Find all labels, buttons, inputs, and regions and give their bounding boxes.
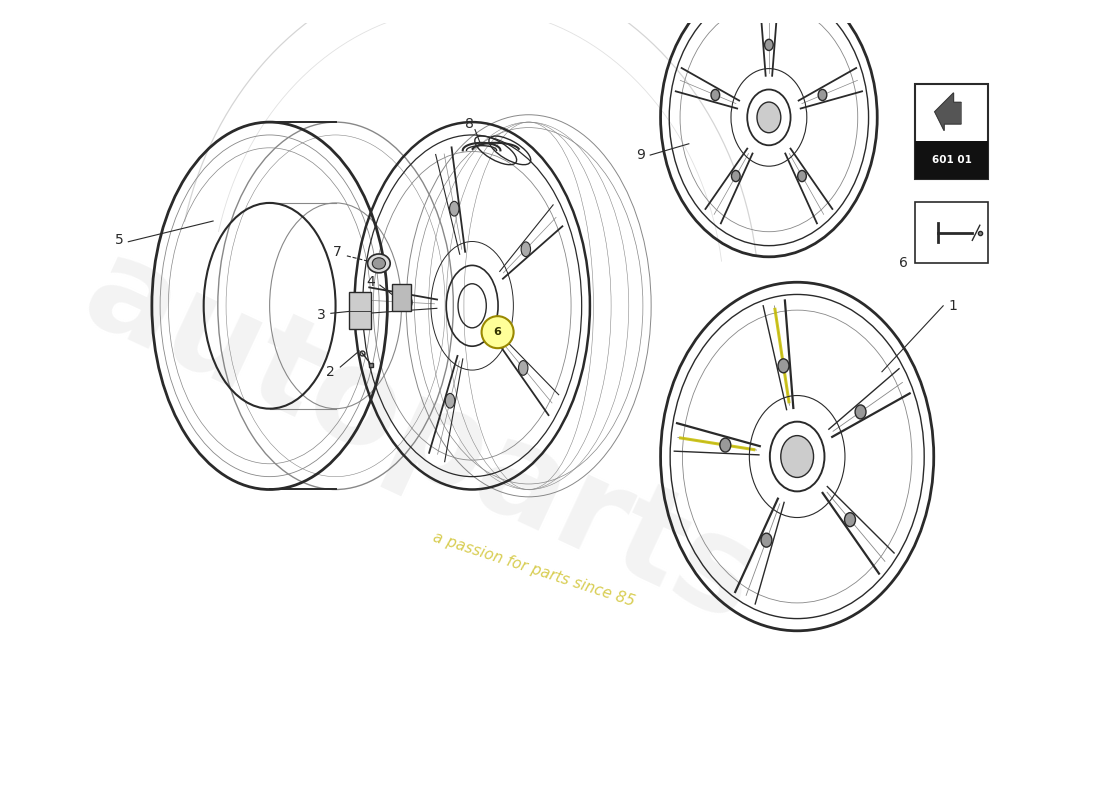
Text: 601 01: 601 01	[932, 154, 971, 165]
Bar	[349, 292, 372, 330]
Ellipse shape	[764, 39, 773, 50]
Text: 2: 2	[327, 365, 336, 378]
Ellipse shape	[757, 102, 781, 133]
Ellipse shape	[798, 170, 806, 182]
Bar	[392, 284, 411, 310]
Ellipse shape	[761, 533, 772, 547]
Ellipse shape	[778, 359, 789, 373]
Ellipse shape	[372, 258, 385, 269]
Text: 3: 3	[317, 308, 326, 322]
Ellipse shape	[781, 436, 814, 478]
Ellipse shape	[450, 202, 459, 216]
Ellipse shape	[818, 90, 827, 101]
Ellipse shape	[367, 254, 390, 273]
Circle shape	[482, 316, 514, 348]
Bar	[915, 85, 989, 178]
Bar	[915, 141, 989, 178]
Text: 1: 1	[948, 298, 957, 313]
Text: 4: 4	[366, 275, 375, 290]
Ellipse shape	[845, 513, 856, 526]
Text: 9: 9	[636, 148, 646, 162]
Bar	[915, 202, 989, 263]
Text: a passion for parts since 85: a passion for parts since 85	[430, 530, 636, 610]
Ellipse shape	[719, 438, 730, 452]
Ellipse shape	[403, 295, 412, 310]
Ellipse shape	[855, 405, 866, 419]
Text: 5: 5	[114, 233, 123, 247]
Ellipse shape	[732, 170, 740, 182]
Text: 8: 8	[465, 117, 474, 131]
Text: autoparts: autoparts	[64, 226, 777, 649]
Text: 6: 6	[494, 327, 502, 337]
Text: 6: 6	[899, 257, 907, 270]
Ellipse shape	[521, 242, 530, 257]
Text: 7: 7	[333, 245, 342, 259]
Ellipse shape	[518, 361, 528, 375]
Ellipse shape	[446, 394, 454, 408]
Polygon shape	[935, 93, 961, 130]
Ellipse shape	[711, 90, 719, 101]
